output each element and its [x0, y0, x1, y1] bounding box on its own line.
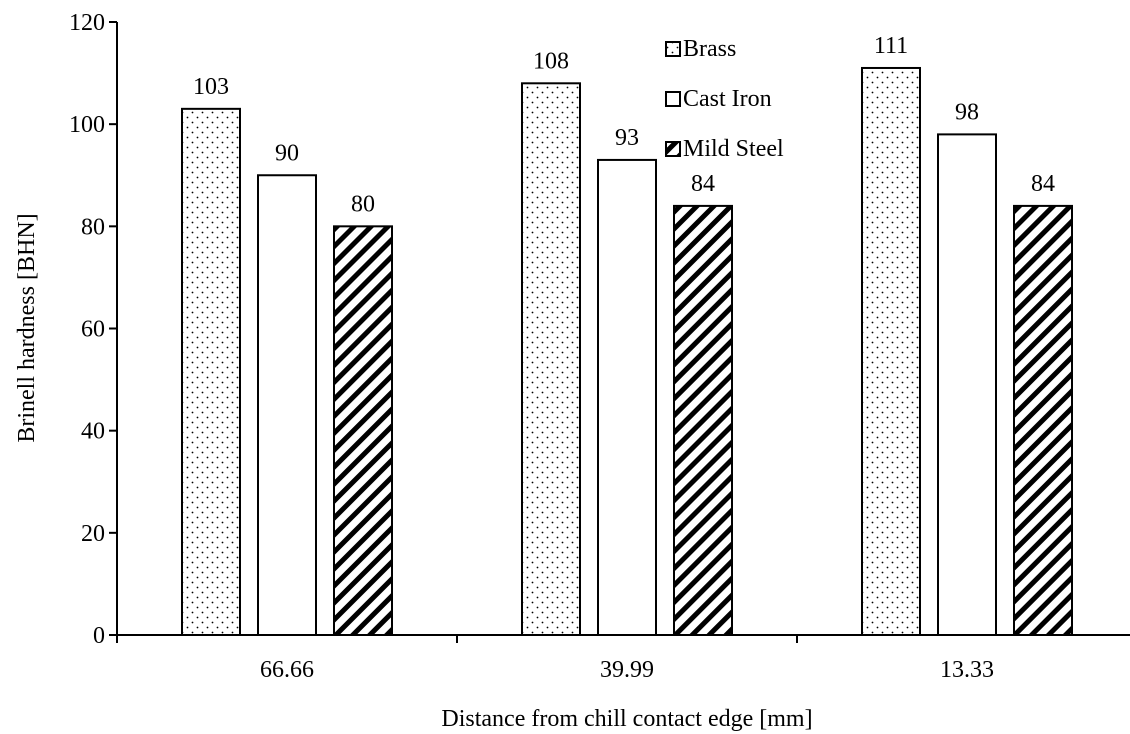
x-ticks-group: 66.66 39.99 13.33: [116, 635, 994, 683]
legend-label-brass: Brass: [683, 36, 736, 62]
data-label-cast-iron-1: 93: [615, 125, 639, 151]
legend-item-mild-steel: Mild Steel: [665, 136, 784, 162]
legend: Brass Cast Iron Mild Steel: [665, 36, 784, 162]
y-tick-label: 60: [81, 317, 105, 343]
legend-label-mild-steel: Mild Steel: [683, 136, 784, 162]
y-tick-label: 0: [93, 623, 105, 649]
data-labels-group: 103 90 80 108 93 84 111 98 84: [193, 33, 1055, 217]
x-tick-label-2: 13.33: [940, 657, 994, 683]
legend-label-cast-iron: Cast Iron: [683, 86, 772, 112]
x-tick-label-1: 39.99: [600, 657, 654, 683]
y-tick-label: 40: [81, 419, 105, 445]
x-tick-label-0: 66.66: [260, 657, 314, 683]
data-label-brass-1: 108: [533, 48, 569, 74]
bar-brass-0: [181, 107, 241, 636]
data-label-mild-steel-2: 84: [1031, 171, 1055, 197]
x-axis-title: Distance from chill contact edge [mm]: [441, 706, 812, 732]
bar-cast-iron-0: [257, 174, 317, 636]
legend-item-brass: Brass: [665, 36, 736, 62]
bar-brass-1: [521, 82, 581, 637]
data-label-cast-iron-0: 90: [275, 140, 299, 166]
bar-mild-steel-0: [333, 225, 393, 636]
bars-group: [181, 66, 1073, 637]
y-tick-label: 80: [81, 214, 105, 240]
bar-mild-steel-1: [673, 204, 733, 636]
bar-cast-iron-2: [937, 133, 997, 636]
data-label-mild-steel-0: 80: [351, 191, 375, 217]
y-tick-label: 120: [69, 10, 105, 36]
data-label-cast-iron-2: 98: [955, 99, 979, 125]
legend-item-cast-iron: Cast Iron: [665, 86, 772, 112]
bar-mild-steel-2: [1013, 204, 1073, 636]
y-tick-label: 100: [69, 112, 105, 138]
bar-cast-iron-1: [597, 158, 657, 637]
legend-swatch-mild-steel: [665, 141, 681, 157]
y-axis-title: Brinell hardness [BHN]: [14, 213, 40, 442]
y-ticks-group: 0 20 40 60 80 100 120: [69, 10, 117, 649]
data-label-brass-0: 103: [193, 74, 229, 100]
data-label-mild-steel-1: 84: [691, 171, 715, 197]
bar-brass-2: [861, 66, 921, 637]
legend-swatch-brass: [665, 41, 681, 57]
legend-swatch-cast-iron: [665, 91, 681, 107]
data-label-brass-2: 111: [874, 33, 908, 59]
y-tick-label: 20: [81, 521, 105, 547]
